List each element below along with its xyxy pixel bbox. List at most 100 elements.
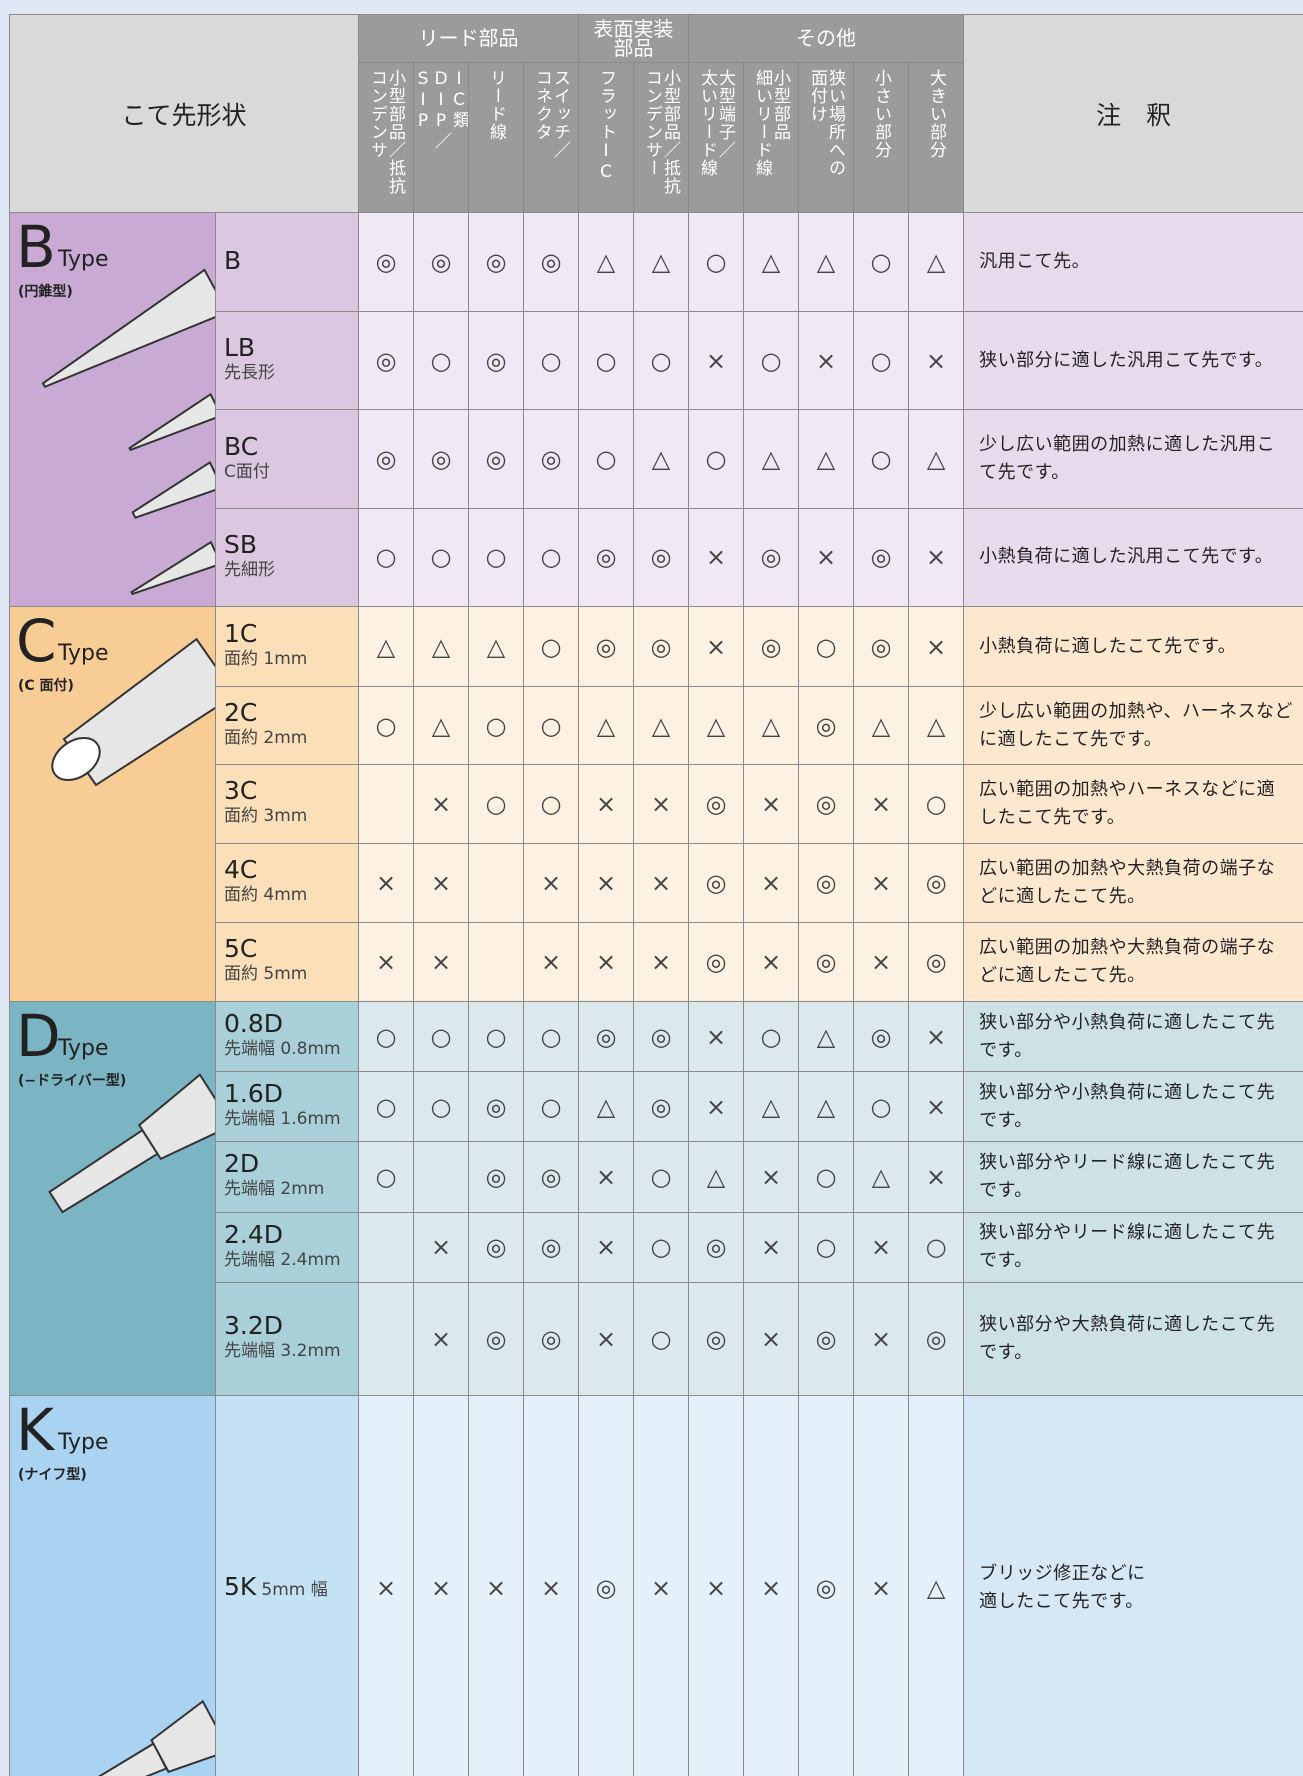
- tip-name: 2C: [224, 698, 258, 728]
- rating-cell: ◎: [743, 507, 800, 608]
- rating-cell: △: [578, 211, 635, 313]
- tip-sub: 先長形: [224, 363, 275, 384]
- tip-name: 4C: [224, 855, 258, 885]
- rating-cell: ○: [743, 311, 800, 411]
- label-line: 小型部品: [770, 69, 791, 141]
- rating-cell: △: [743, 409, 800, 509]
- rating-cell: ×: [688, 1071, 745, 1143]
- rating-cell: ×: [908, 311, 965, 411]
- group-label: 表面実装: [593, 16, 674, 41]
- tip-row: B Type (円錐型) B ◎ ◎ ◎ ◎ △ △ ○ △ △ ○ △ 汎用こて先。: [9, 211, 1303, 607]
- tip-sub: 先端幅 2.4mm: [224, 1249, 341, 1270]
- rating-cell: ×: [688, 311, 745, 411]
- rating-cell: ×: [853, 921, 910, 1003]
- rating-cell: ×: [743, 1141, 800, 1213]
- tip-name: 0.8D: [224, 1009, 284, 1039]
- rating-cell: ◎: [798, 686, 855, 766]
- column-label: フラットIC: [596, 69, 616, 209]
- column-label: 大型端子／ 太いリード線: [697, 69, 735, 209]
- rating-cell: ◎: [853, 605, 910, 688]
- tip-sub: 先端幅 3.2mm: [224, 1341, 341, 1362]
- label-line: IC類: [449, 69, 469, 129]
- rating-cell: ○: [413, 1000, 470, 1073]
- tip-shape: [48, 1128, 159, 1214]
- tip-name: 1.6D: [224, 1079, 284, 1109]
- tip-name-cell: 0.8D 先端幅 0.8mm: [214, 1000, 360, 1073]
- rating-cell: ×: [578, 1141, 635, 1213]
- column-label: 小型部品／抵抗 コンデンサー: [642, 69, 680, 209]
- note-cell: 狭い部分や大熱負荷に適したこて先 です。: [963, 1281, 1303, 1397]
- header-row: 小型部品／抵抗 コンデンサ IC類 DIP／SIP リード線 スイッチ／ コネクタ フラットI…: [10, 62, 1303, 213]
- tip-sub: C面付: [224, 461, 270, 482]
- rating-cell: ×: [413, 1395, 470, 1776]
- type-suffix: Type: [58, 247, 109, 272]
- tip-drawing: [48, 1073, 215, 1214]
- tip-row: C Type (C 面付) 1C 面約 1mm △ △ △ ○ ◎ ◎ × ◎ ○ ◎ × 小熱負荷に適したこて…: [9, 605, 1303, 1002]
- rating-cell: ◎: [908, 921, 965, 1003]
- note-cell: ブリッジ修正などに 適したこて先です。: [963, 1395, 1303, 1776]
- tip-name: 5C: [224, 934, 258, 964]
- rating-cell: ×: [853, 764, 910, 844]
- rating-cell: ○: [633, 1211, 690, 1283]
- rating-cell: ×: [853, 842, 910, 923]
- label-line: DIP／SIP: [413, 69, 452, 150]
- rating-cell: ○: [853, 1071, 910, 1143]
- rating-cell: ×: [633, 842, 690, 923]
- rating-cell: ×: [743, 842, 800, 923]
- header-row: こて先形状 リード部品 表面実装 部品 その他 注 釈: [9, 14, 1303, 213]
- note-cell: 狭い部分に適した汎用こて先です。: [963, 311, 1303, 411]
- rating-cell: [358, 1281, 415, 1397]
- tip-row: 3.2D 先端幅 3.2mm × ◎ ◎ × ○ ◎ × ◎ × ◎ 狭い部分や大熱負荷に適したこて先で…: [10, 1281, 1303, 1397]
- rating-cell: ×: [358, 1395, 415, 1776]
- rating-cell: ◎: [468, 311, 525, 411]
- type-box: C Type (C 面付): [11, 608, 215, 1001]
- rating-cell: ○: [578, 311, 635, 411]
- type-box: D Type (−ドライバー型): [11, 1003, 215, 1395]
- rating-cell: ○: [633, 1141, 690, 1213]
- rating-cell: ×: [358, 921, 415, 1003]
- tip-name: B: [224, 245, 242, 275]
- rating-cell: ○: [358, 1071, 415, 1143]
- note-line: です。: [979, 1179, 1033, 1201]
- group-label: 部品: [613, 35, 654, 60]
- tip-row: K Type (ナイフ型) 5K 5mm 幅 × × × × ◎ × × × ◎ × △ ブリッジ修正などに適…: [9, 1395, 1303, 1776]
- rating-cell: ×: [413, 842, 470, 923]
- tip-sub: 先端幅 1.6mm: [224, 1109, 341, 1130]
- tip-name: 2D: [224, 1149, 260, 1179]
- tip-name-cell: 3C 面約 3mm: [214, 764, 360, 844]
- note-cell: 少し広い範囲の加熱に適した汎用こ て先です。: [963, 409, 1303, 509]
- tip-sub: 面約 5mm: [224, 964, 308, 985]
- rating-cell: ◎: [578, 1395, 635, 1776]
- tip-name: 5K: [224, 1571, 257, 1601]
- tip-sub: 面約 1mm: [224, 649, 308, 670]
- column-header: フラットIC: [578, 62, 635, 213]
- rating-cell: ○: [798, 605, 855, 688]
- rating-cell: ×: [743, 1281, 800, 1397]
- rating-cell: ◎: [578, 507, 635, 608]
- note-line: 広い範囲の加熱やハーネスなどに適: [979, 778, 1276, 800]
- rating-cell: ×: [743, 764, 800, 844]
- rating-cell: ◎: [523, 409, 580, 509]
- rating-cell: ○: [908, 764, 965, 844]
- rating-cell: △: [908, 211, 965, 313]
- rating-cell: ○: [358, 1000, 415, 1073]
- type-suffix: Type: [58, 1036, 109, 1061]
- note-line: 広い範囲の加熱や大熱負荷の端子な: [979, 857, 1276, 879]
- tip-shape: [98, 1742, 168, 1776]
- tip-row: 1.6D 先端幅 1.6mm ○ ○ ◎ ○ △ ◎ × △ △ ○ × 狭い部分や小熱負荷に適したこて先…: [10, 1071, 1303, 1143]
- type-suffix: Type: [58, 1430, 109, 1455]
- tip-shape: [41, 268, 215, 389]
- tip-row: 3C 面約 3mm × ○ ○ × × ◎ × ◎ × ○ 広い範囲の加熱やハーネスなどに適 したこて先で…: [10, 764, 1303, 844]
- tip-drawing: [98, 1699, 215, 1776]
- rating-cell: ◎: [633, 1071, 690, 1143]
- rating-cell: ○: [413, 507, 470, 608]
- tip-row: 4C 面約 4mm × × × × × ◎ × ◎ × ◎ 広い範囲の加熱や大熱負荷の端子な どに適したこ…: [10, 842, 1303, 923]
- rating-cell: ○: [523, 1000, 580, 1073]
- label-line: 小型部品／抵抗: [385, 69, 406, 195]
- note-cell: 広い範囲の加熱や大熱負荷の端子な どに適したこて先。: [963, 921, 1303, 1003]
- note-line: どに適したこて先。: [979, 964, 1146, 986]
- group-header: その他: [688, 14, 965, 63]
- rating-cell: △: [633, 686, 690, 766]
- rating-cell: ○: [468, 507, 525, 608]
